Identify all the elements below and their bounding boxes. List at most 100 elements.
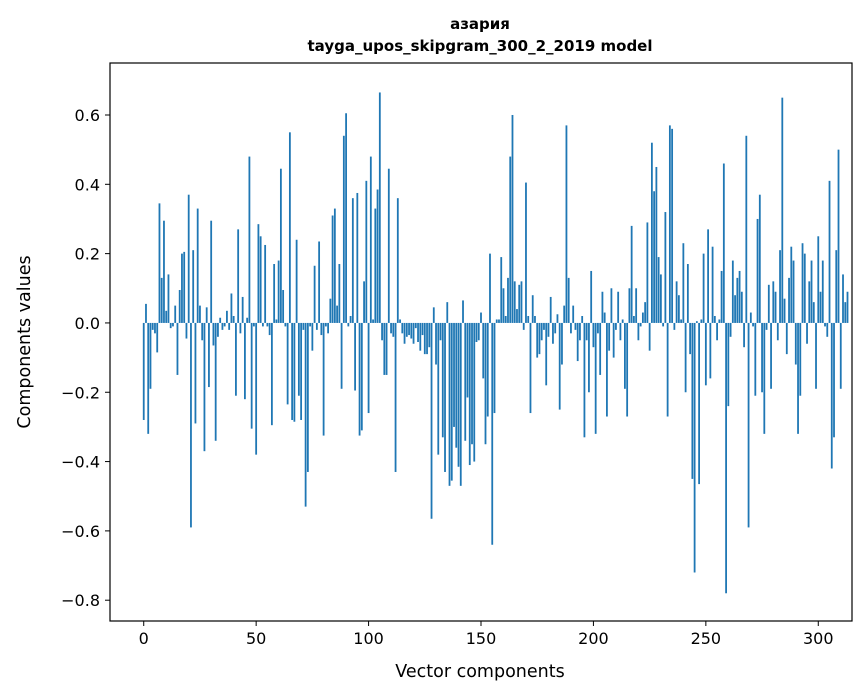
bar — [671, 128, 674, 323]
bar — [495, 319, 498, 323]
bar — [351, 198, 354, 323]
bar — [547, 322, 550, 337]
bar — [727, 322, 730, 407]
bar — [774, 291, 777, 323]
bar — [264, 244, 267, 323]
x-tick-label: 150 — [466, 629, 497, 648]
bar — [844, 302, 847, 323]
bar — [788, 277, 790, 323]
bar — [383, 322, 386, 375]
bar — [471, 322, 473, 445]
bar — [178, 290, 181, 323]
plot-frame — [109, 62, 853, 622]
bar — [297, 322, 300, 396]
bar — [149, 322, 152, 389]
bar — [531, 295, 534, 323]
bar — [653, 191, 656, 323]
bar-series — [142, 92, 849, 594]
bar — [291, 322, 294, 420]
y-tick-label: −0.4 — [61, 453, 100, 472]
bar — [549, 296, 552, 323]
chart-subtitle: tayga_upos_skipgram_300_2_2019 model — [308, 37, 653, 55]
bar — [282, 290, 285, 323]
bar — [686, 264, 689, 323]
bar — [704, 322, 707, 386]
bar — [237, 229, 240, 323]
bar — [738, 270, 741, 323]
bar — [707, 229, 709, 323]
bar — [489, 253, 491, 323]
bar — [408, 322, 410, 336]
bar — [405, 322, 408, 337]
bar — [493, 322, 496, 414]
bar — [754, 322, 757, 396]
bar — [588, 322, 590, 393]
bar — [682, 243, 685, 323]
bar — [794, 322, 797, 365]
bar — [648, 322, 651, 351]
bar — [428, 322, 431, 348]
bar — [743, 322, 745, 348]
bar — [354, 322, 356, 391]
bar — [259, 236, 262, 323]
bar — [565, 125, 568, 323]
y-tick-label: −0.2 — [61, 383, 100, 402]
bar — [372, 319, 374, 323]
bar — [172, 322, 174, 327]
bar — [734, 295, 736, 323]
bar — [358, 322, 361, 436]
bar — [311, 322, 314, 351]
bar — [455, 322, 458, 448]
bar — [423, 322, 426, 355]
bar — [279, 168, 282, 323]
bar — [306, 322, 309, 472]
bar — [439, 322, 442, 341]
bar — [288, 132, 291, 323]
bar — [167, 274, 170, 323]
bar — [444, 322, 446, 472]
bar — [333, 208, 336, 323]
bar — [767, 284, 770, 323]
bar — [268, 322, 271, 336]
bar — [205, 307, 208, 323]
bar — [253, 322, 255, 327]
bar — [473, 322, 476, 462]
bar — [399, 319, 401, 323]
bar — [363, 281, 365, 323]
bar — [797, 322, 799, 434]
bar — [563, 305, 566, 323]
bar — [221, 322, 224, 330]
bar — [156, 322, 159, 353]
bar — [147, 322, 150, 434]
bar — [702, 253, 705, 323]
y-tick-label: 0.6 — [75, 106, 100, 125]
y-tick-label: −0.6 — [61, 522, 100, 541]
bar — [529, 322, 532, 414]
bar — [390, 322, 392, 334]
bar — [486, 322, 489, 417]
bar — [266, 322, 269, 327]
bar — [601, 291, 604, 323]
bar — [572, 305, 575, 323]
bar — [320, 322, 323, 336]
bar — [381, 322, 383, 341]
bar — [336, 305, 338, 323]
bar — [176, 322, 179, 375]
bar — [217, 322, 219, 337]
bar — [435, 322, 437, 365]
bar — [684, 322, 687, 393]
bar — [241, 296, 244, 323]
bar — [203, 322, 206, 452]
bar — [576, 322, 579, 362]
bar — [230, 293, 233, 323]
bar — [839, 322, 842, 389]
bar — [349, 316, 352, 323]
bar — [365, 180, 368, 323]
bar — [606, 322, 608, 417]
bar — [518, 284, 521, 323]
bar — [664, 212, 667, 323]
bar — [554, 322, 557, 334]
bar — [545, 322, 548, 386]
bar — [345, 113, 347, 323]
bar — [169, 322, 172, 329]
